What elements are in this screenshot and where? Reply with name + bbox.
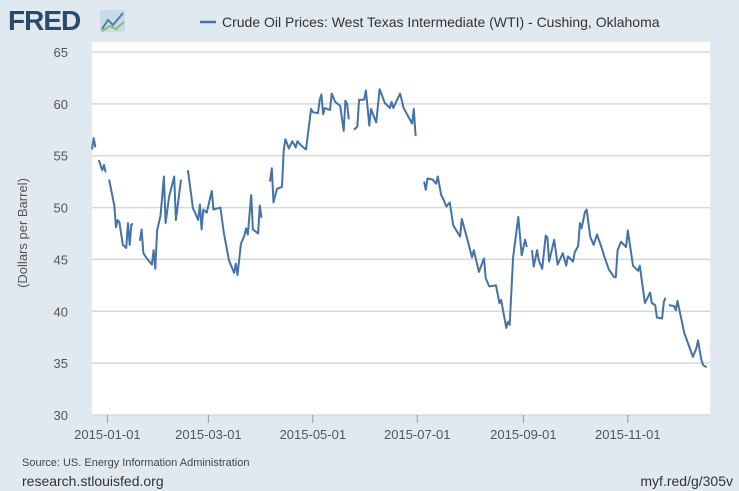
short-link[interactable]: myf.red/g/305v [640,473,733,489]
y-tick-label: 65 [54,45,68,60]
legend-label: Crude Oil Prices: West Texas Intermediat… [222,14,660,30]
series-line-segment [91,137,97,150]
x-tick-label: 2015-07-01 [384,427,451,442]
source-note: Source: US. Energy Information Administr… [22,457,249,469]
x-tick-label: 2015-11-01 [595,427,661,442]
site-link[interactable]: research.stlouisfed.org [22,473,164,489]
x-tick-label: 2015-03-01 [175,427,242,442]
y-tick-label: 60 [54,97,68,112]
series-line-segment [423,175,528,329]
series-line-segment [186,170,263,276]
y-tick-label: 55 [54,149,68,164]
y-tick-label: 35 [54,356,68,371]
series-line-segment [353,88,417,137]
y-tick-label: 45 [54,252,68,267]
svg-text:FRED: FRED [8,5,81,36]
y-tick-label: 30 [54,408,68,423]
series-line-segment [531,208,667,320]
fred-logo-graph-icon [100,10,125,32]
legend: Crude Oil Prices: West Texas Intermediat… [200,14,660,30]
y-tick-label: 40 [54,304,68,319]
series-line-segment [668,299,708,369]
x-tick-label: 2015-09-01 [490,427,557,442]
x-tick-label: 2015-05-01 [280,427,347,442]
series-line-segment [108,179,134,249]
y-axis-label: (Dollars per Barrel) [15,178,30,288]
x-tick-label: 2015-01-01 [74,427,141,442]
series-line-segment [138,175,182,270]
y-tick-label: 50 [54,201,68,216]
fred-logo: FRED [8,5,125,36]
series-line-segment [269,92,350,204]
series-line-segment [97,159,107,173]
